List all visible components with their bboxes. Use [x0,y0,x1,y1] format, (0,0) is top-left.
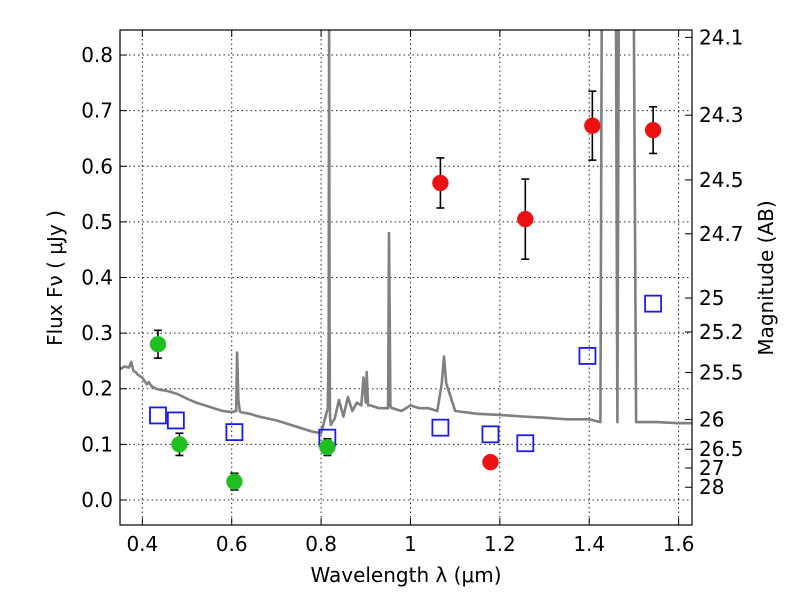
model-flux-square [149,406,167,425]
spectrum-line [120,30,692,435]
model-spectrum [120,30,692,435]
x-tick-label: 1.6 [663,532,695,556]
y-tick-label: 0.1 [81,432,113,456]
x-axis-label: Wavelength λ (μm) [310,563,501,587]
model-flux-square [431,418,450,437]
right-tick-label: 24.7 [699,222,744,246]
right-tick-label: 26.5 [699,437,744,461]
x-tick-label: 0.8 [305,532,337,556]
photometry-point [482,453,499,471]
axis-ticks: 0.4 0.6 0.8 1 1.2 1.4 1.6 0.0 0.1 0.2 0.3 0.4 0.5 0.6… [81,25,743,556]
y-tick-label: 0.8 [81,43,113,67]
model-flux-square [644,294,663,313]
y-tick-label: 0.2 [81,377,113,401]
model-flux-square [166,411,185,430]
model-flux-square [225,423,244,442]
x-tick-label: 1 [404,532,417,556]
right-tick-label: 28 [699,475,724,499]
right-tick-label: 27 [699,456,724,480]
right-tick-label: 24.3 [699,103,744,127]
y-tick-label: 0.7 [81,99,113,123]
x-tick-label: 1.2 [484,532,516,556]
y-tick-label: 0.6 [81,154,113,178]
photometry-point [226,473,243,490]
y-tick-label: 0.5 [81,210,113,234]
y-tick-label: 0.3 [81,321,113,345]
photometry-point [584,117,601,134]
right-tick-label: 24.1 [699,25,744,49]
right-tick-label: 26 [699,408,724,432]
model-flux-square [516,434,535,453]
y-tick-label: 0.0 [81,488,113,512]
right-tick-label: 24.5 [699,168,744,192]
x-tick-label: 1.4 [573,532,605,556]
right-tick-label: 25.2 [699,320,744,344]
model-flux-square [481,425,500,444]
model-flux-square [578,347,597,365]
y-tick-label: 0.4 [81,266,113,290]
right-tick-label: 25 [699,286,724,310]
right-axis-label: Magnitude (AB) [754,200,778,355]
photometry-point [517,210,534,228]
right-tick-label: 25.5 [699,361,744,385]
photometry-point [319,438,336,456]
photometry-point [644,121,662,139]
grid-lines [120,30,692,525]
y-axis-label: Flux Fν ( μJy ) [43,210,67,346]
x-tick-label: 0.6 [216,532,248,556]
photometry-point [432,174,449,192]
x-tick-label: 0.4 [126,532,158,556]
photometry-points [149,90,663,491]
photometry-point [149,335,167,353]
photometry-point [171,436,188,453]
